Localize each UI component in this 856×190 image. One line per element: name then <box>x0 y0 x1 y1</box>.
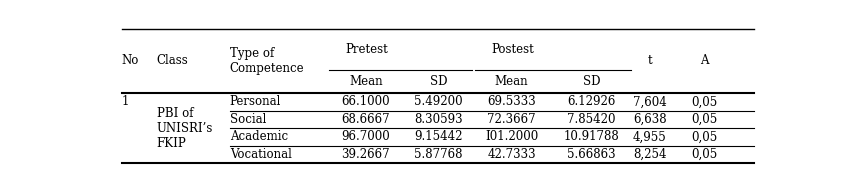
Text: SD: SD <box>430 75 448 88</box>
Text: 42.7333: 42.7333 <box>487 148 536 161</box>
Text: Social: Social <box>229 113 266 126</box>
Text: I01.2000: I01.2000 <box>485 130 538 143</box>
Text: 5.87768: 5.87768 <box>414 148 463 161</box>
Text: 96.7000: 96.7000 <box>342 130 390 143</box>
Text: 39.2667: 39.2667 <box>342 148 390 161</box>
Text: 69.5333: 69.5333 <box>487 95 536 108</box>
Text: Postest: Postest <box>491 43 534 56</box>
Text: Pretest: Pretest <box>346 43 389 56</box>
Text: Mean: Mean <box>495 75 528 88</box>
Text: PBI of
UNISRI’s
FKIP: PBI of UNISRI’s FKIP <box>157 107 213 150</box>
Text: 6.12926: 6.12926 <box>567 95 615 108</box>
Text: Academic: Academic <box>229 130 288 143</box>
Text: SD: SD <box>583 75 600 88</box>
Text: Vocational: Vocational <box>229 148 292 161</box>
Text: 5.49200: 5.49200 <box>414 95 463 108</box>
Text: 6,638: 6,638 <box>633 113 667 126</box>
Text: 7.85420: 7.85420 <box>567 113 615 126</box>
Text: 0,05: 0,05 <box>691 130 717 143</box>
Text: Personal: Personal <box>229 95 281 108</box>
Text: 5.66863: 5.66863 <box>567 148 615 161</box>
Text: 9.15442: 9.15442 <box>414 130 463 143</box>
Text: Type of
Competence: Type of Competence <box>229 47 305 75</box>
Text: 7,604: 7,604 <box>633 95 667 108</box>
Text: 1: 1 <box>122 95 129 108</box>
Text: 72.3667: 72.3667 <box>487 113 536 126</box>
Text: A: A <box>700 54 708 67</box>
Text: 8.30593: 8.30593 <box>414 113 463 126</box>
Text: 0,05: 0,05 <box>691 113 717 126</box>
Text: No: No <box>122 54 139 67</box>
Text: Class: Class <box>157 54 188 67</box>
Text: 4,955: 4,955 <box>633 130 667 143</box>
Text: 10.91788: 10.91788 <box>563 130 619 143</box>
Text: 66.1000: 66.1000 <box>342 95 390 108</box>
Text: 68.6667: 68.6667 <box>342 113 390 126</box>
Text: 0,05: 0,05 <box>691 148 717 161</box>
Text: 8,254: 8,254 <box>633 148 667 161</box>
Text: Mean: Mean <box>349 75 383 88</box>
Text: t: t <box>647 54 652 67</box>
Text: 0,05: 0,05 <box>691 95 717 108</box>
